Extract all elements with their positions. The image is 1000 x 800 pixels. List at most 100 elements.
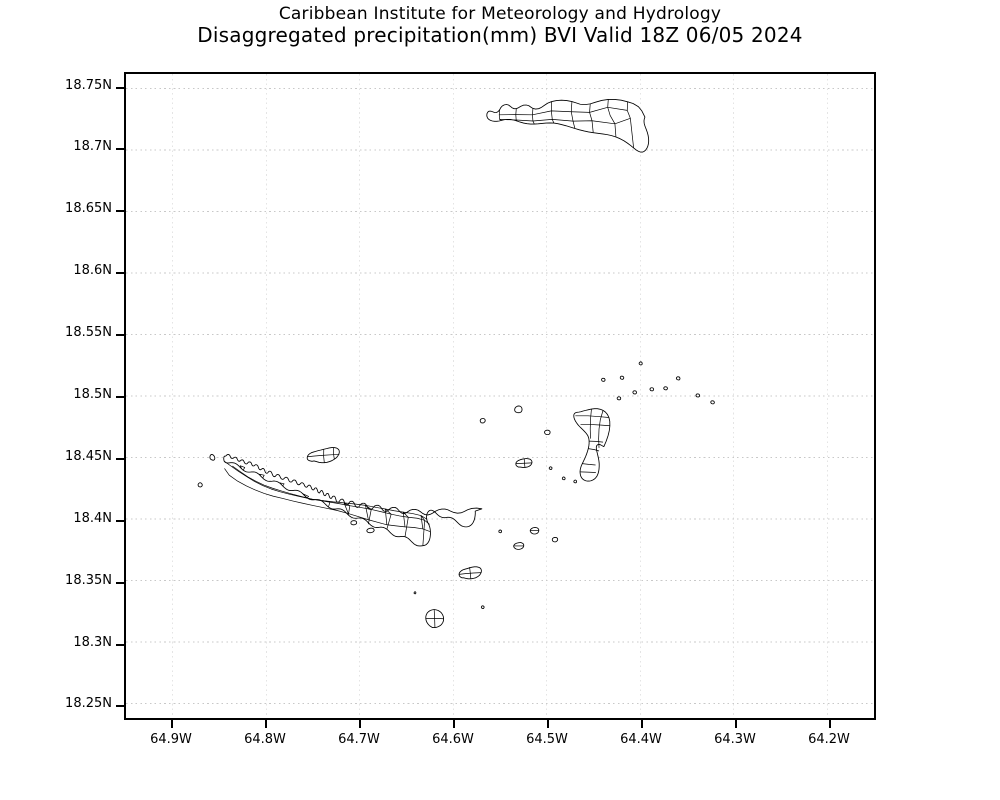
y-axis-label: 18.3N	[73, 634, 112, 650]
coastline-eustatia-cay	[639, 362, 642, 365]
x-tick-mark	[735, 720, 737, 728]
catchment-boundary	[323, 501, 330, 508]
y-axis-label: 18.45N	[65, 448, 112, 464]
catchment-boundary	[590, 409, 591, 439]
island-jost-van-dyke	[307, 448, 339, 463]
island-south-cay-b	[481, 606, 484, 609]
island-eustatia-cay	[639, 362, 642, 365]
coastline-ginger-island	[552, 537, 557, 541]
coastline-little-thatch	[351, 521, 357, 525]
x-tick-mark	[171, 720, 173, 728]
island-mid-cay-b	[562, 477, 565, 480]
island-south-cay-a	[499, 530, 502, 533]
coastline-mosquito-island	[602, 378, 606, 381]
y-tick-mark	[116, 643, 124, 646]
catchment-boundary	[240, 466, 245, 470]
catchment-boundary	[303, 494, 309, 499]
catchment-boundary	[599, 410, 603, 448]
catchment-boundary	[459, 573, 481, 575]
island-virgin-gorda	[574, 409, 610, 481]
island-ginger-island	[552, 537, 557, 541]
x-tick-mark	[641, 720, 643, 728]
island-norman-island	[426, 610, 444, 628]
map-canvas	[126, 74, 874, 718]
y-axis-label: 18.6N	[73, 263, 112, 279]
island-great-camanoe	[515, 406, 522, 413]
island-prickly-pear	[620, 376, 624, 379]
y-tick-mark	[116, 272, 124, 275]
coastline-mid-cay-b	[562, 477, 565, 480]
coastline-west-cay-b	[198, 483, 202, 487]
coastline-scrub-island	[545, 430, 551, 434]
island-mosquito-island	[602, 378, 606, 381]
island-east-tip-cay	[696, 394, 700, 397]
catchment-boundary	[259, 474, 264, 478]
coastline-dogs-cay-c	[650, 388, 654, 391]
y-tick-mark	[116, 148, 124, 151]
y-axis-label: 18.5N	[73, 387, 112, 402]
catchment-boundary	[224, 468, 430, 531]
catchment-boundary	[224, 461, 430, 524]
island-west-cay-a	[210, 454, 215, 460]
island-cooper-island	[530, 527, 539, 534]
page-title: Disaggregated precipitation(mm) BVI Vali…	[197, 23, 803, 47]
island-guana-island	[480, 419, 485, 423]
y-axis-label: 18.7N	[73, 139, 112, 155]
island-mid-cay-c	[549, 467, 552, 470]
coastline-virgin-gorda	[574, 409, 610, 481]
catchment-boundary	[589, 441, 603, 442]
island-south-cay-c	[414, 592, 416, 594]
y-axis-label: 18.35N	[65, 572, 112, 588]
island-mid-cay-a	[574, 480, 577, 483]
catchment-boundary	[499, 110, 501, 121]
island-peter-island	[459, 567, 481, 579]
coastline-necker-island	[676, 377, 680, 380]
coastline-prickly-pear	[620, 376, 624, 379]
map-plot-frame	[124, 72, 876, 720]
coastline-south-cay-c	[414, 592, 416, 594]
x-tick-mark	[829, 720, 831, 728]
island-necker-island	[676, 377, 680, 380]
x-tick-mark	[547, 720, 549, 728]
x-tick-mark	[359, 720, 361, 728]
catchment-boundary	[627, 102, 633, 148]
coastline-east-tip-cay-b	[711, 401, 715, 404]
catchment-boundary	[434, 610, 435, 628]
coastline-east-tip-cay	[696, 394, 700, 397]
y-tick-mark	[116, 705, 124, 708]
x-tick-mark	[265, 720, 267, 728]
coastline-great-camanoe	[515, 406, 522, 413]
island-dogs-cay-c	[650, 388, 654, 391]
y-tick-mark	[116, 86, 124, 89]
coastline-south-cay-a	[499, 530, 502, 533]
coastline-guana-island	[480, 419, 485, 423]
x-axis-label: 64.9W	[150, 732, 192, 747]
island-dogs-cay-b	[633, 391, 637, 394]
catchment-boundary	[280, 483, 284, 486]
y-tick-mark	[116, 457, 124, 460]
catchment-boundary	[524, 459, 525, 468]
catchment-boundary	[499, 107, 627, 115]
island-tortola	[224, 454, 482, 546]
island-salt-island	[514, 543, 524, 550]
x-axis-label: 64.5W	[526, 732, 568, 747]
x-axis-label: 64.8W	[244, 732, 286, 747]
catchment-boundary	[571, 102, 575, 129]
catchment-boundary	[470, 567, 471, 579]
island-little-thatch	[351, 521, 357, 525]
catchment-boundary	[421, 516, 425, 546]
catchment-boundary	[582, 464, 595, 465]
chart-title-block: Caribbean Institute for Meteorology and …	[0, 0, 1000, 47]
coastline-dogs-cay-d	[664, 387, 668, 390]
y-tick-mark	[116, 396, 124, 398]
coastline-tortola	[224, 454, 482, 546]
catchment-boundary	[608, 99, 616, 137]
coastline-mid-cay-a	[574, 480, 577, 483]
coastline-dogs-cay-a	[617, 397, 621, 400]
y-tick-mark	[116, 581, 124, 584]
y-axis-label: 18.65N	[65, 201, 112, 217]
coastline-dogs-cay-b	[633, 391, 637, 394]
catchment-boundary	[365, 505, 371, 524]
y-tick-mark	[116, 210, 124, 213]
